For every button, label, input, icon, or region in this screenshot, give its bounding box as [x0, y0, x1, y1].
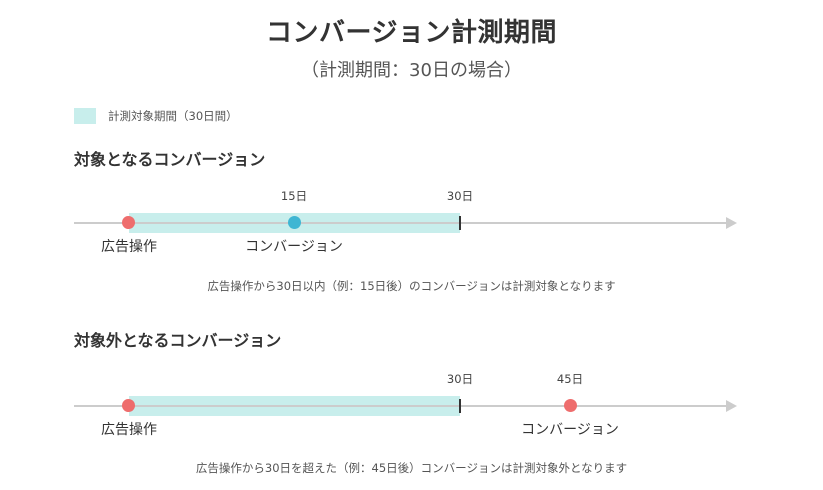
- page-title: コンバージョン計測期間: [266, 18, 557, 48]
- tick-label-45: 45日: [556, 372, 584, 386]
- tick-label-15: 15日: [280, 189, 308, 203]
- note-excluded: 広告操作から30日を超えた（例：45日後）コンバージョンは計測対象外となります: [195, 461, 628, 475]
- legend: 計測対象期間（30日間）: [74, 107, 238, 125]
- conversion-label: コンバージョン: [245, 239, 343, 255]
- section-title-excluded: 対象外となるコンバージョン: [74, 331, 282, 350]
- tick-label-30: 30日: [446, 189, 474, 203]
- timeline-axis: [74, 222, 730, 224]
- timeline-excluded: 30日 45日 広告操作 コンバージョン: [0, 369, 823, 449]
- conversion-label: コンバージョン: [521, 422, 619, 438]
- timeline-axis: [74, 405, 730, 407]
- ad-event-marker: [122, 216, 135, 229]
- conversion-marker: [288, 216, 301, 229]
- page-subtitle: （計測期間：30日の場合）: [301, 60, 522, 81]
- legend-swatch: [74, 108, 96, 124]
- ad-event-marker: [122, 399, 135, 412]
- arrow-right-icon: [726, 217, 737, 229]
- legend-label: 計測対象期間（30日間）: [108, 109, 238, 123]
- tick-30: [459, 399, 461, 413]
- tick-30: [459, 216, 461, 230]
- section-title-included: 対象となるコンバージョン: [74, 150, 266, 169]
- timeline-included: 15日 30日 広告操作 コンバージョン: [0, 186, 823, 266]
- tick-label-30: 30日: [446, 372, 474, 386]
- arrow-right-icon: [726, 400, 737, 412]
- note-included: 広告操作から30日以内（例：15日後）のコンバージョンは計測対象となります: [207, 279, 616, 293]
- conversion-marker: [564, 399, 577, 412]
- ad-event-label: 広告操作: [101, 422, 157, 438]
- ad-event-label: 広告操作: [101, 239, 157, 255]
